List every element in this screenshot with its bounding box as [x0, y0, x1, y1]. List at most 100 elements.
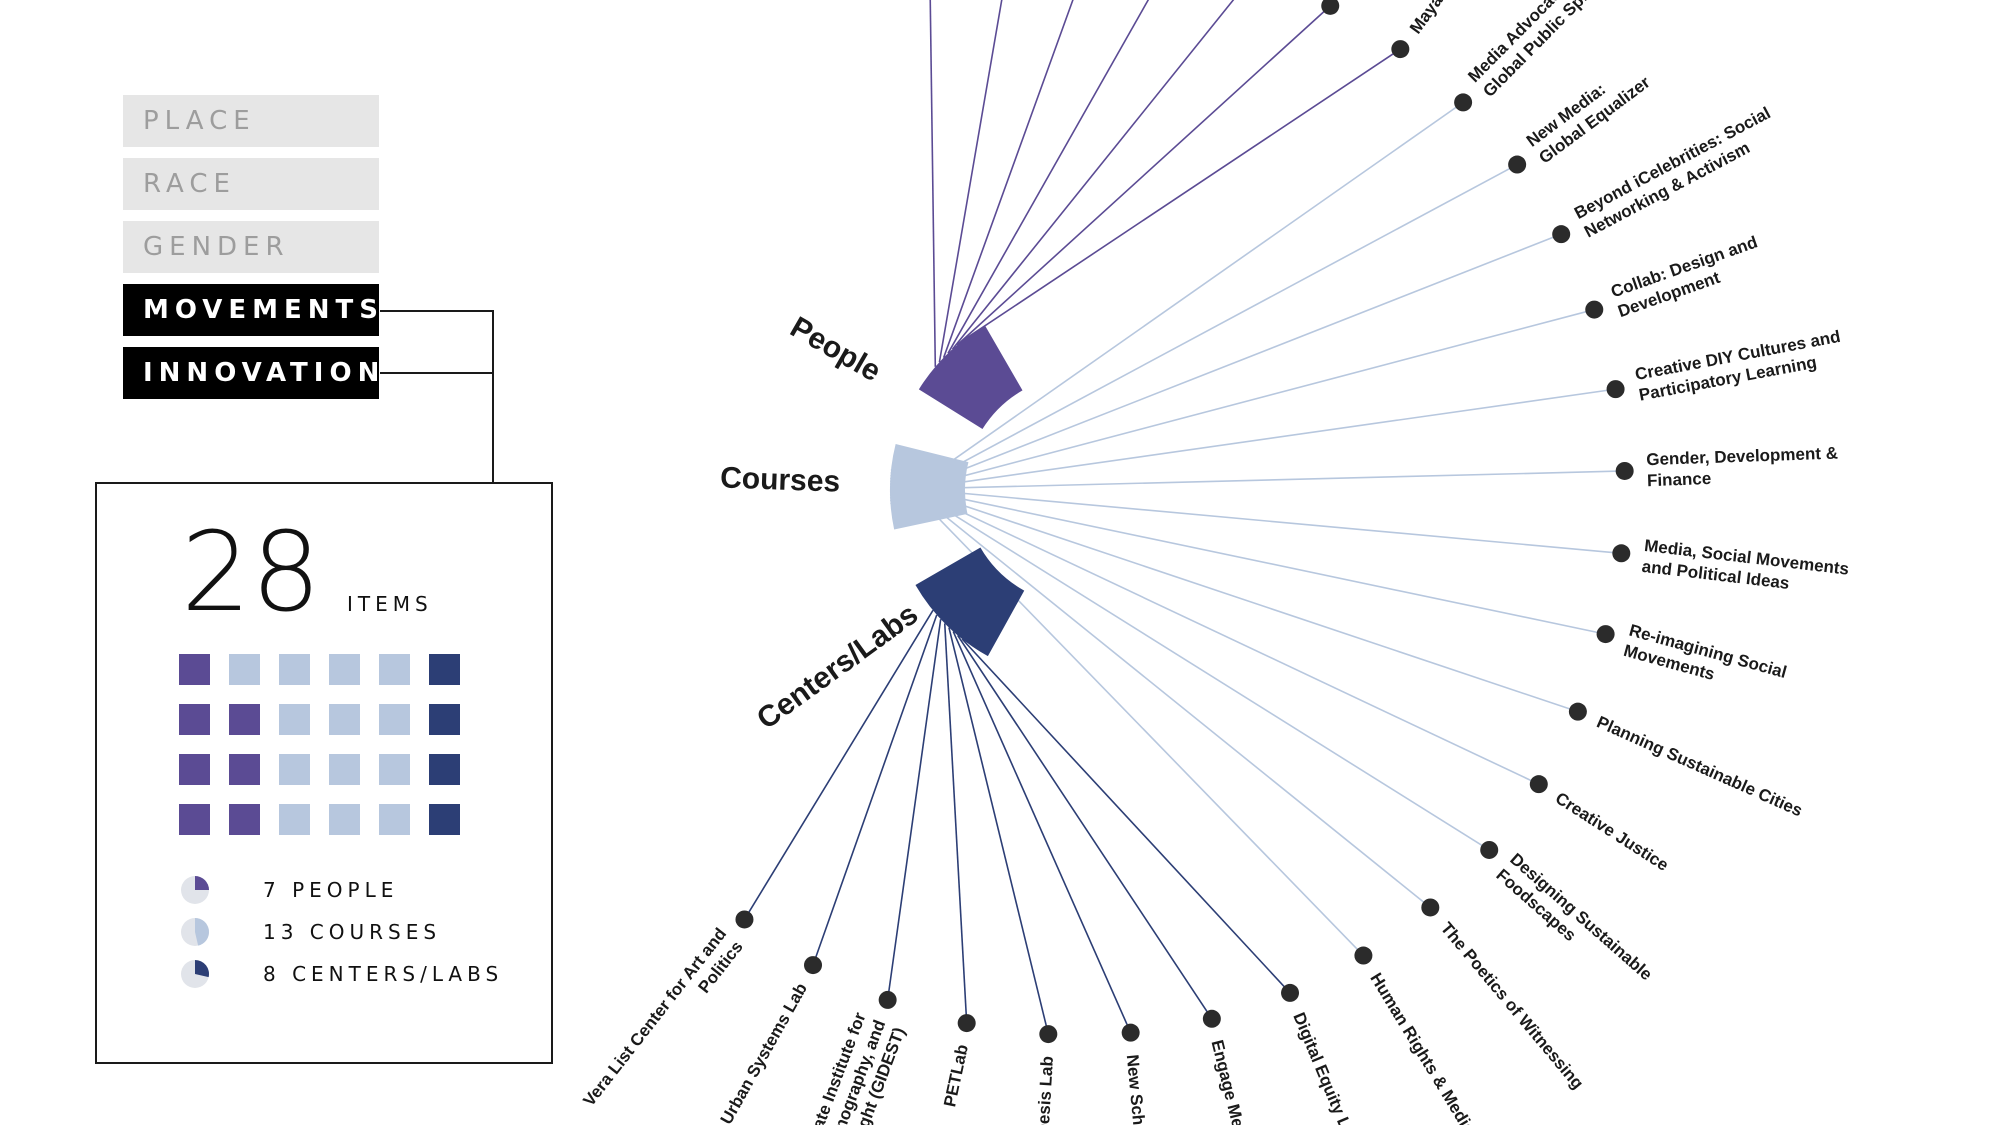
item-dot[interactable] [1612, 544, 1631, 563]
waffle-cell-centers [429, 654, 460, 685]
filter-movements-button[interactable]: MOVEMENTS [123, 284, 379, 336]
item-dot[interactable] [1529, 775, 1548, 794]
item-dot[interactable] [1202, 1009, 1221, 1028]
category-label-people: People [785, 311, 887, 389]
item-dot[interactable] [1039, 1025, 1058, 1044]
waffle-cell-courses [229, 654, 260, 685]
waffle-cell-courses [379, 704, 410, 735]
waffle-cell-centers [429, 804, 460, 835]
filter-race-button[interactable]: RACE [123, 158, 379, 210]
item-label[interactable]: The Poetics of Witnessing [1437, 919, 1587, 1093]
waffle-cell-courses [279, 804, 310, 835]
connector-line [889, 470, 1625, 491]
connector-line [943, 623, 968, 1024]
pie-centers-icon [181, 960, 209, 988]
waffle-cell-people [229, 704, 260, 735]
filter-innovation-button[interactable]: INNOVATION [123, 347, 379, 399]
total-label: ITEMS [347, 592, 433, 616]
waffle-cell-courses [329, 704, 360, 735]
connector-line [961, 48, 1401, 342]
connector-line [951, 0, 1235, 350]
item-dot[interactable] [1281, 983, 1300, 1002]
connector-line [890, 471, 1431, 909]
waffle-cell-courses [279, 754, 310, 785]
item-label[interactable]: Designing SustainableFoodscapes [1493, 849, 1656, 999]
waffle-grid [179, 654, 479, 854]
connector-line [890, 474, 1490, 851]
connector-line [889, 483, 1606, 635]
item-label[interactable]: New School Social [1123, 1054, 1156, 1125]
item-label[interactable]: Creative DIY Cultures andParticipatory L… [1634, 327, 1846, 405]
item-dot[interactable] [1585, 300, 1604, 319]
filter-place-button[interactable]: PLACE [123, 95, 379, 147]
connector-line [889, 308, 1595, 497]
item-label[interactable]: Parsons Desis Lab [1029, 1056, 1057, 1125]
waffle-cell-centers [429, 704, 460, 735]
category-centers-arc[interactable] [915, 547, 1025, 657]
waffle-cell-people [179, 754, 210, 785]
item-label[interactable]: New Media:Global Equalizer [1523, 56, 1654, 168]
connector-line [890, 101, 1464, 505]
item-dot[interactable] [1321, 0, 1340, 15]
item-label[interactable]: Engage Media Lab [1207, 1038, 1262, 1125]
item-label[interactable]: The Graduate Institute forDesign, Ethnog… [778, 1010, 909, 1125]
connector-line [956, 5, 1331, 346]
item-dot[interactable] [1391, 40, 1410, 59]
waffle-cell-courses [329, 754, 360, 785]
category-label-courses: Courses [720, 461, 841, 498]
item-label[interactable]: Human Rights & Media [1366, 970, 1479, 1125]
legend-people-label: 7 PEOPLE [263, 878, 399, 902]
item-dot[interactable] [1354, 946, 1373, 965]
connector-line [961, 638, 1291, 994]
item-label[interactable]: Re-imagining SocialMovements [1622, 621, 1789, 703]
connector-line [957, 634, 1213, 1020]
item-dot[interactable] [1596, 625, 1615, 644]
connector-line [889, 485, 1622, 555]
item-label[interactable]: Maya Wiley [1406, 0, 1475, 37]
item-label[interactable]: PETLab [940, 1043, 972, 1109]
item-dot[interactable] [1480, 840, 1499, 859]
item-label[interactable]: Collab: Design andDevelopment [1608, 232, 1767, 321]
waffle-cell-courses [379, 654, 410, 685]
item-label[interactable]: Gender, Development &Finance [1646, 444, 1839, 491]
item-dot[interactable] [1552, 225, 1571, 244]
connector-line [889, 163, 1518, 502]
item-label[interactable]: Planning Sustainable Cities [1594, 712, 1805, 820]
item-dot[interactable] [1421, 898, 1440, 917]
item-label[interactable]: Vera List Center for Art andPolitics [579, 924, 746, 1122]
item-label[interactable]: Creative Justice [1552, 788, 1672, 874]
item-dot[interactable] [735, 910, 754, 929]
item-label[interactable]: Urban Systems Lab [717, 980, 811, 1125]
item-label[interactable]: Digital Equity Lab [1289, 1010, 1362, 1125]
connector-line [743, 609, 934, 920]
item-label[interactable]: Media, Social Movementsand Political Ide… [1641, 536, 1850, 600]
legend-centers-label: 8 CENTERS/LABS [263, 962, 504, 986]
connector-line [812, 614, 938, 966]
waffle-cell-courses [329, 654, 360, 685]
item-dot[interactable] [878, 990, 897, 1009]
waffle-cell-people [179, 704, 210, 735]
category-courses-arc[interactable] [890, 444, 969, 530]
item-dot[interactable] [804, 956, 823, 975]
connector-line [889, 388, 1616, 494]
connector-line [952, 631, 1132, 1033]
waffle-cell-people [229, 804, 260, 835]
waffle-cell-centers [429, 754, 460, 785]
waffle-cell-people [229, 754, 260, 785]
summary-panel: 28 ITEMS 7 PEOPLE 13 COURSES 8 CENTERS/L… [95, 482, 553, 1064]
item-dot[interactable] [1121, 1023, 1140, 1042]
item-dot[interactable] [1568, 702, 1587, 721]
item-dot[interactable] [1508, 155, 1527, 174]
item-dot[interactable] [1606, 380, 1625, 399]
connector-line [890, 468, 1364, 957]
filter-gender-button[interactable]: GENDER [123, 221, 379, 273]
category-people-arc[interactable] [918, 325, 1023, 430]
waffle-cell-courses [279, 654, 310, 685]
item-dot[interactable] [1454, 93, 1473, 112]
item-dot[interactable] [1615, 461, 1634, 480]
connector-line [938, 0, 1003, 363]
item-dot[interactable] [957, 1014, 976, 1033]
total-count: 28 [181, 508, 321, 636]
waffle-cell-courses [279, 704, 310, 735]
connector-line [948, 627, 1050, 1035]
